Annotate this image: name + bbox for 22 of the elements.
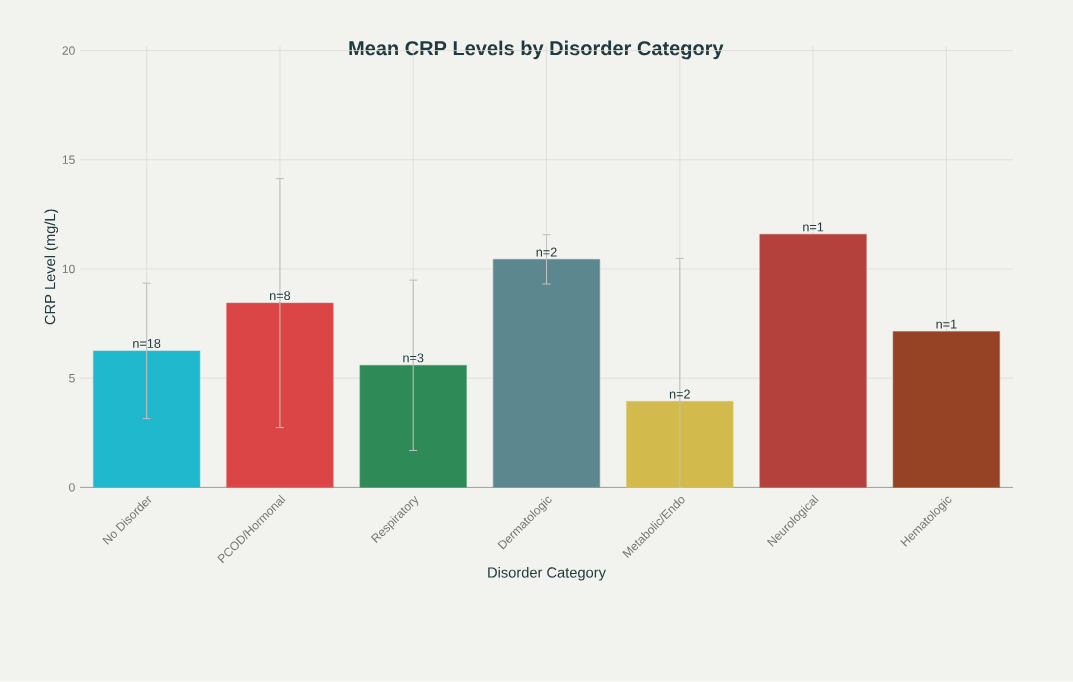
y-tick-label: 0 <box>69 483 75 492</box>
annotation: n=2 <box>669 389 690 399</box>
annotation: n=18 <box>133 339 161 349</box>
x-axis-title: Disorder Category <box>488 567 606 581</box>
annotation: n=1 <box>803 222 824 232</box>
annotation: n=2 <box>536 247 557 257</box>
annotation: n=3 <box>403 353 424 363</box>
bar <box>359 365 467 488</box>
annotation: n=8 <box>270 291 291 301</box>
bar <box>626 401 734 488</box>
y-tick-label: 10 <box>62 264 75 274</box>
bar <box>892 331 1000 488</box>
bar <box>492 259 601 488</box>
chart-title: Mean CRP Levels by Disorder Category <box>349 40 724 60</box>
bar <box>759 234 867 488</box>
bar <box>226 302 334 488</box>
y-tick-label: 5 <box>69 374 75 383</box>
y-tick-label: 15 <box>62 155 75 165</box>
y-tick-label: 20 <box>62 46 75 55</box>
y-axis-title: CRP Level (mg/L) <box>44 209 59 325</box>
bar <box>93 350 201 488</box>
annotation: n=1 <box>936 319 957 329</box>
